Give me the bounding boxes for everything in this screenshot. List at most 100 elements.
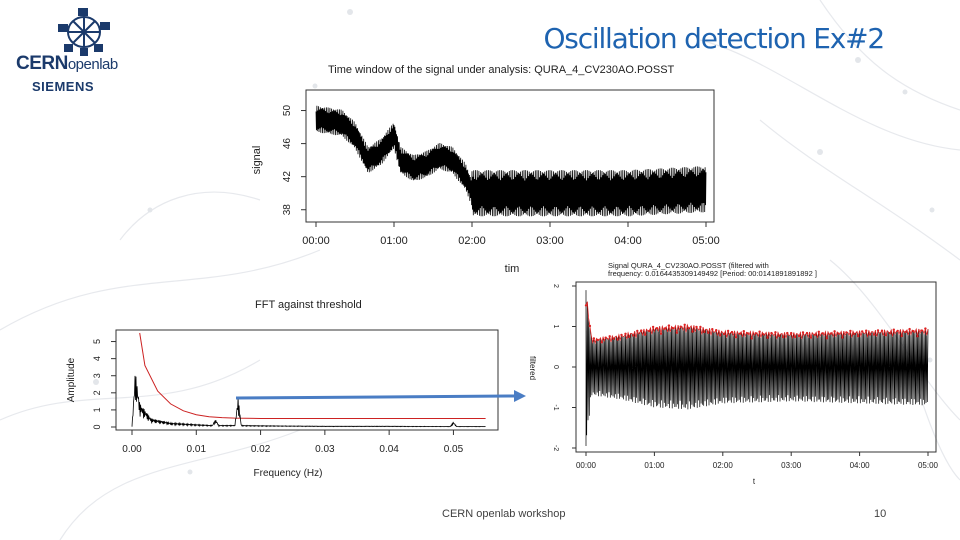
chart3-filtered-line [585, 290, 929, 446]
signal-time-chart: Time window of the signal under analysis… [250, 60, 730, 280]
chart3-xtick-label: 00:00 [576, 461, 597, 470]
chart3-peak-marker [758, 330, 761, 333]
chart2-title: FFT against threshold [255, 299, 362, 311]
chart3-peak-marker [900, 334, 903, 338]
chart3-peak-marker [584, 304, 588, 307]
chart3-peak-marker [916, 335, 919, 338]
chart3-title: Signal QURA_4_CV230AO.POSST (filtered wi… [608, 261, 817, 278]
chart3-peak-marker [746, 332, 749, 335]
chart3-title-line2: frequency: 0.0164435309149492 [Period: 0… [608, 269, 817, 278]
chart3-ytick-label: 2 [552, 284, 559, 288]
chart3-peak-marker [612, 337, 615, 340]
chart3-peak-marker [868, 333, 872, 336]
chart2-xtick-label: 0.02 [251, 444, 271, 455]
chart1-xtick-label: 01:00 [380, 235, 408, 247]
chart3-peak-marker [853, 332, 856, 336]
chart3-peak-marker [809, 336, 813, 339]
chart3-peak-marker [880, 329, 884, 332]
chart3-peak-line [585, 301, 929, 345]
chart2-xlabel: Frequency (Hz) [254, 468, 323, 479]
chart3-peak-marker [786, 331, 789, 335]
chart3-peak-marker [628, 335, 631, 338]
slide-title: Oscillation detection Ex#2 [543, 22, 885, 55]
chart2-ytick-label: 1 [92, 407, 102, 412]
chart3-peak-marker [876, 329, 880, 332]
chart3-peak-marker [845, 331, 848, 334]
chart2-xtick-label: 0.03 [315, 444, 335, 455]
chart3-peak-marker [592, 337, 596, 340]
chart3-peak-marker [793, 335, 797, 339]
chart3-peak-marker [892, 328, 895, 331]
chart2-frame [115, 329, 499, 431]
chart3-peak-marker [829, 332, 832, 335]
chart1-xtick-label: 02:00 [458, 235, 486, 247]
chart3-peak-marker [715, 329, 718, 332]
chart2-ytick-label: 4 [92, 356, 102, 361]
chart3-xtick-label: 03:00 [781, 461, 802, 470]
chart1-ytick-label: 50 [282, 105, 293, 117]
chart3-peak-marker [722, 332, 726, 336]
chart3-peak-marker [865, 329, 868, 332]
chart3-xtick-label: 02:00 [713, 461, 734, 470]
chart3-peak-marker [817, 330, 820, 333]
chart3-peak-marker [924, 327, 927, 330]
chart3-peak-marker [730, 330, 734, 334]
chart3-peak-marker [636, 329, 639, 333]
chart3-peak-marker [604, 336, 607, 339]
chart3-peak-marker [872, 333, 876, 336]
chart3-peak-marker [805, 331, 809, 335]
chart1-ylabel: signal [251, 146, 263, 175]
chart2-ytick-label: 2 [92, 390, 102, 395]
chart2-ytick-label: 0 [92, 424, 102, 429]
chart1-ytick-label: 46 [282, 138, 293, 150]
chart3-peak-marker [861, 330, 864, 333]
chart3-peak-marker [797, 334, 801, 338]
chart3-peak-marker [888, 332, 892, 335]
chart3-peak-marker [762, 333, 765, 336]
fft-chart: FFT against threshold 0.00 0.01 0.02 0.03 0.… [60, 296, 505, 486]
chart3-peak-marker [754, 332, 757, 335]
chart3-peak-marker [596, 338, 599, 342]
chart2-ytick-label: 5 [92, 339, 102, 344]
signal-time-svg: Time window of the signal under analysis… [251, 64, 720, 275]
chart3-peak-marker [675, 331, 678, 334]
chart3-peak-marker [667, 324, 671, 327]
chart1-ytick-label: 42 [282, 171, 293, 183]
chart1-xtick-label: 05:00 [692, 235, 720, 247]
chart2-xtick-label: 0.00 [122, 444, 142, 455]
chart2-ytick-label: 3 [92, 373, 102, 378]
chart3-peak-marker [896, 329, 899, 333]
chart1-title: Time window of the signal under analysis… [328, 64, 675, 76]
chart3-peak-marker [837, 332, 840, 335]
chart3-peak-marker [770, 331, 773, 335]
chart3-peak-marker [833, 330, 836, 333]
chart3-peak-marker [659, 332, 663, 335]
chart3-peak-marker [750, 337, 753, 340]
chart3-ytick-label: 0 [552, 365, 559, 369]
chart1-xtick-label: 04:00 [614, 235, 642, 247]
chart3-peak-marker [912, 330, 915, 333]
chart3-ytick-label: -2 [552, 445, 559, 451]
chart3-xtick-label: 05:00 [918, 461, 939, 470]
chart1-frame [305, 89, 715, 223]
chart3-peak-marker [683, 323, 686, 326]
chart3-peak-marker [774, 331, 777, 334]
fft-svg: FFT against threshold 0.00 0.01 0.02 0.03 0.… [66, 299, 499, 479]
chart3-peak-marker [711, 328, 714, 331]
chart3-peak-marker [738, 332, 742, 335]
chart3-peak-marker [742, 330, 745, 333]
page-number: 10 [874, 508, 887, 520]
chart2-threshold-line [139, 332, 486, 419]
chart3-peak-marker [825, 337, 828, 340]
chart3-peak-marker [857, 334, 860, 338]
chart3-peak-marker [695, 325, 698, 329]
chart3-peak-marker [616, 338, 619, 341]
chart3-peak-marker [679, 325, 682, 328]
chart3-peak-marker [671, 326, 674, 330]
chart3-peak-marker [644, 333, 647, 336]
chart1-xtick-label: 00:00 [302, 235, 330, 247]
chart2-amplitude-line [131, 375, 486, 428]
chart2-xtick-label: 0.04 [379, 444, 399, 455]
logo-siemens: SIEMENS [32, 79, 95, 94]
